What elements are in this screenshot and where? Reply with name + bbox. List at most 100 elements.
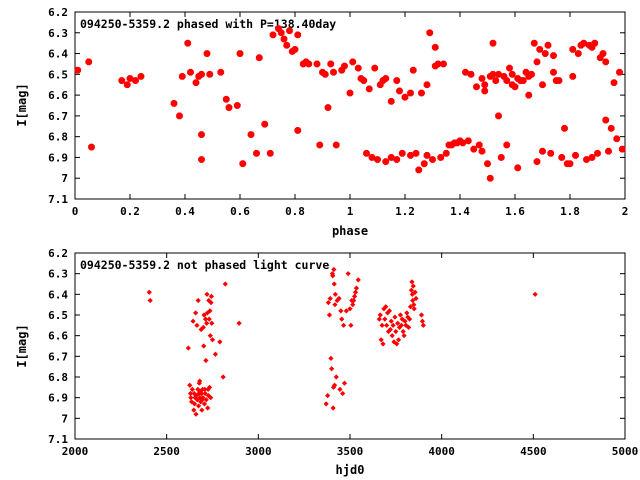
data-point (473, 83, 480, 91)
data-point (481, 87, 489, 95)
data-point (478, 75, 486, 82)
data-point (327, 60, 335, 68)
data-point (330, 68, 337, 76)
data-point (404, 310, 410, 316)
x-tick-label: 4000 (428, 445, 455, 458)
data-point (423, 151, 431, 159)
data-point (395, 320, 401, 326)
data-point (190, 318, 196, 324)
data-point (346, 89, 354, 97)
data-point (412, 289, 418, 295)
data-point (382, 316, 388, 322)
data-point (118, 77, 126, 84)
y-axis-label-unphased: I[mag] (15, 324, 29, 367)
data-point (137, 73, 145, 80)
data-point (352, 289, 359, 295)
data-point (411, 302, 417, 308)
data-point (197, 378, 203, 384)
data-point (187, 390, 194, 397)
data-point (390, 322, 396, 328)
data-point (205, 405, 211, 411)
data-point (354, 64, 362, 72)
data-point (486, 174, 494, 182)
data-point (255, 54, 263, 62)
data-point (406, 324, 412, 330)
data-point (536, 46, 544, 53)
data-point (574, 50, 582, 57)
data-point (198, 156, 205, 163)
data-point (539, 147, 546, 155)
data-point (191, 401, 198, 407)
data-point (489, 39, 497, 47)
data-point (418, 89, 425, 97)
data-point (387, 97, 395, 105)
data-point (195, 403, 202, 409)
unphased-light-curve-panel: 094250-5359.2 not phased light curve hjd… (15, 247, 638, 477)
x-tick-label: 0.4 (175, 205, 195, 218)
data-point (544, 41, 552, 49)
data-point (126, 75, 134, 82)
x-tick-label: 5000 (612, 445, 639, 458)
data-point (343, 308, 349, 314)
data-point (187, 68, 194, 76)
data-point (464, 137, 472, 145)
y-tick-label: 6.9 (48, 392, 68, 405)
data-point (348, 322, 354, 328)
data-point (333, 374, 339, 380)
data-points-phased (74, 25, 626, 182)
data-point (401, 93, 409, 101)
data-point (200, 395, 206, 401)
data-point (394, 341, 400, 347)
data-point (351, 297, 357, 304)
data-point (489, 70, 497, 78)
data-point (440, 60, 447, 68)
data-point (475, 141, 483, 149)
data-point (411, 306, 417, 312)
data-point (591, 39, 599, 47)
x-tick-label: 3500 (337, 445, 364, 458)
data-point (525, 91, 533, 99)
data-point (198, 70, 205, 78)
data-point (201, 401, 208, 407)
data-point (353, 285, 360, 291)
data-point (561, 124, 568, 132)
data-point (202, 316, 209, 322)
data-point (202, 390, 208, 397)
data-point (382, 75, 390, 82)
data-point (393, 77, 401, 84)
data-point (204, 291, 210, 297)
data-point (206, 70, 214, 78)
data-point (195, 386, 201, 392)
data-point (351, 293, 358, 299)
data-point (371, 64, 379, 72)
data-point (192, 79, 200, 87)
plot-frame-phased (74, 11, 626, 200)
data-point (555, 77, 563, 84)
data-point (217, 68, 225, 76)
data-point (618, 145, 626, 153)
data-point (341, 380, 348, 386)
data-point (236, 50, 244, 57)
x-tick-label: 1.4 (450, 205, 470, 218)
data-point (429, 156, 436, 163)
data-point (189, 399, 195, 405)
data-point (368, 154, 376, 161)
data-point (407, 151, 414, 159)
data-point (204, 320, 210, 326)
data-point (396, 87, 403, 95)
data-point (363, 149, 370, 157)
data-point (85, 58, 93, 66)
data-point (495, 70, 502, 78)
data-point (266, 149, 274, 157)
data-point (401, 333, 407, 339)
data-point (382, 158, 390, 165)
data-point (398, 149, 406, 157)
y-tick-label: 6.8 (48, 131, 68, 144)
data-point (208, 300, 214, 306)
data-point (220, 374, 226, 380)
data-point (269, 31, 277, 39)
data-point (236, 320, 242, 326)
data-point (530, 39, 538, 47)
data-point (253, 149, 260, 157)
